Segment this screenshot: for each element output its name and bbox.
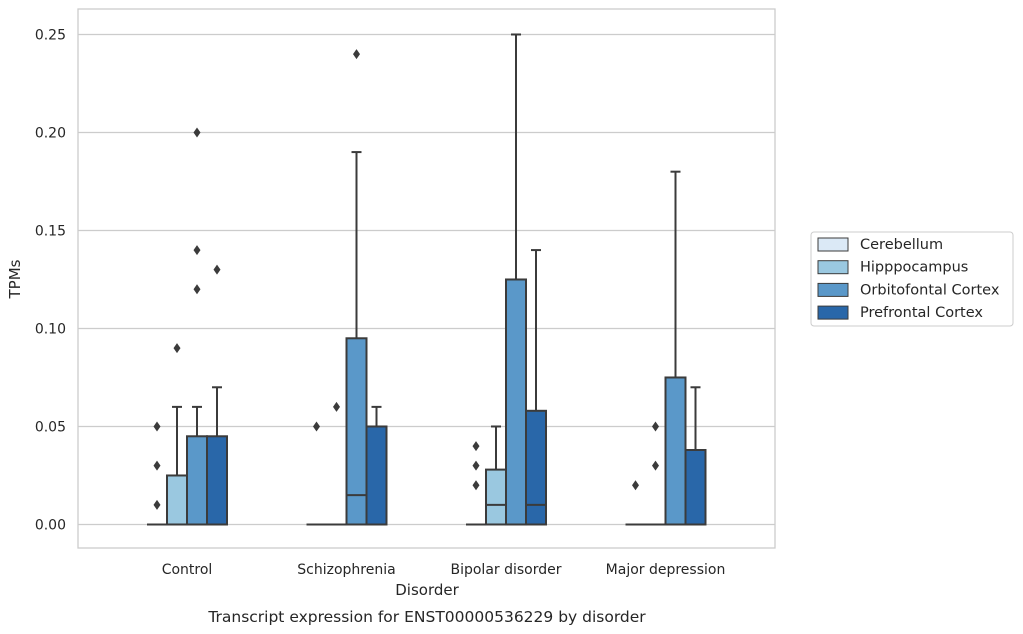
legend-label: Prefrontal Cortex [860, 305, 983, 321]
outlier-marker [153, 421, 161, 432]
legend-swatch [817, 237, 849, 252]
series-group [147, 421, 646, 526]
outlier-marker [193, 127, 201, 138]
outlier-marker [153, 460, 161, 471]
outlier-marker [193, 284, 201, 295]
outlier-marker [193, 245, 201, 256]
box [166, 474, 188, 526]
x-axis-label: Disorder [395, 581, 459, 599]
box [206, 435, 228, 526]
outlier-marker [353, 49, 360, 60]
outlier-marker [472, 480, 480, 491]
outlier-marker [173, 343, 181, 354]
box [345, 337, 368, 526]
outlier-marker [313, 421, 320, 432]
outlier-marker [632, 480, 639, 491]
legend-label: Hipppocampus [860, 260, 968, 276]
box [684, 449, 707, 526]
y-tick-label: 0.05 [35, 419, 66, 435]
outlier-marker [472, 460, 480, 471]
outlier-marker [213, 264, 221, 275]
legend-frame [810, 231, 1014, 327]
outlier-marker [652, 421, 659, 432]
y-tick-label: 0.00 [35, 517, 66, 533]
outlier-marker [472, 441, 480, 452]
y-tick-label: 0.15 [35, 223, 66, 239]
x-tick-label: Schizophrenia [297, 562, 395, 578]
box [505, 278, 527, 526]
x-tick-label: Control [162, 562, 213, 578]
legend-swatch [817, 282, 849, 297]
box [664, 376, 687, 526]
box [525, 409, 547, 526]
legend-swatch [817, 305, 849, 320]
legend-label: Orbitofontal Cortex [860, 282, 1000, 298]
outlier-marker [333, 401, 340, 412]
box-series [147, 33, 707, 526]
box [186, 435, 208, 526]
series-group [186, 33, 687, 526]
x-tick-label: Bipolar disorder [450, 562, 561, 578]
plot-frame [77, 8, 776, 549]
box [365, 425, 388, 526]
y-tick-label: 0.25 [35, 27, 66, 43]
x-axis-ticks: Control Schizophrenia Bipolar disorder Majo… [162, 562, 726, 578]
outlier-marker [652, 460, 659, 471]
x-tick-label: Major depression [606, 562, 726, 578]
y-tick-label: 0.20 [35, 125, 66, 141]
legend: Cerebellum Hipppocampus Orbitofontal Corte… [810, 231, 1014, 327]
y-axis-label: TPMs [6, 259, 24, 299]
legend-label: Cerebellum [860, 237, 943, 253]
series-group [166, 343, 666, 526]
series-group [206, 249, 707, 526]
box [485, 468, 507, 526]
legend-swatch [817, 260, 849, 275]
y-tick-label: 0.10 [35, 321, 66, 337]
outlier-marker [153, 499, 161, 510]
y-axis-ticks: 0.00 0.05 0.10 0.15 0.20 0.25 [35, 27, 66, 533]
chart-caption: Transcript expression for ENST0000053622… [207, 608, 646, 626]
